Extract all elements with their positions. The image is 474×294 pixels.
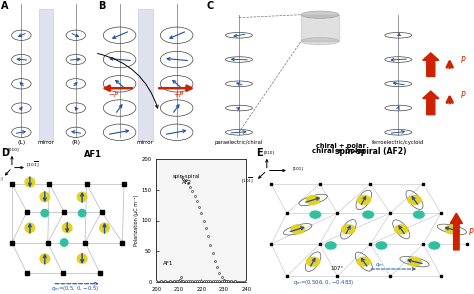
Text: B: B <box>98 1 106 11</box>
Text: mirror: mirror <box>137 140 154 145</box>
FancyBboxPatch shape <box>138 9 153 141</box>
Text: (L): (L) <box>17 140 26 145</box>
Circle shape <box>395 225 408 234</box>
FancyArrow shape <box>423 91 439 115</box>
Text: D: D <box>1 148 9 158</box>
Text: A: A <box>1 1 9 11</box>
Text: ferroelectric/cycloid: ferroelectric/cycloid <box>372 140 425 145</box>
FancyArrow shape <box>450 213 463 250</box>
Text: (R): (R) <box>71 140 80 145</box>
Circle shape <box>307 196 319 204</box>
Circle shape <box>41 209 48 217</box>
Text: [101]: [101] <box>0 176 3 180</box>
Y-axis label: Polarization (μC m⁻²): Polarization (μC m⁻²) <box>134 195 139 246</box>
Circle shape <box>78 209 86 217</box>
Circle shape <box>25 178 35 187</box>
Circle shape <box>429 242 439 249</box>
Text: $q_m$=(0.5, 0, −0.5): $q_m$=(0.5, 0, −0.5) <box>51 284 99 293</box>
Text: $P$: $P$ <box>460 54 467 65</box>
Text: chiral + polar: chiral + polar <box>312 148 366 154</box>
Circle shape <box>25 223 35 233</box>
Circle shape <box>63 223 72 233</box>
Circle shape <box>77 192 87 202</box>
Text: $P$: $P$ <box>468 226 474 237</box>
Circle shape <box>326 242 336 249</box>
Circle shape <box>307 257 319 266</box>
Text: [101]: [101] <box>292 166 303 170</box>
Circle shape <box>40 254 50 263</box>
Text: AF1: AF1 <box>83 150 101 159</box>
Text: $-P$: $-P$ <box>109 90 120 99</box>
Text: [10$\overline{1}$]: [10$\overline{1}$] <box>26 161 39 169</box>
Circle shape <box>363 211 374 218</box>
Circle shape <box>61 239 68 246</box>
Text: mirror: mirror <box>37 140 54 145</box>
Text: C: C <box>207 1 214 11</box>
Circle shape <box>310 211 320 218</box>
Circle shape <box>357 257 370 266</box>
Text: [010]: [010] <box>264 150 274 154</box>
Circle shape <box>357 196 370 204</box>
Circle shape <box>408 196 421 204</box>
Circle shape <box>446 225 458 234</box>
Circle shape <box>376 242 387 249</box>
Text: paraelectric/chiral: paraelectric/chiral <box>215 140 263 145</box>
Text: [010]: [010] <box>8 147 19 151</box>
Circle shape <box>291 225 304 234</box>
Ellipse shape <box>301 11 339 18</box>
Text: spin-spiral (AF2): spin-spiral (AF2) <box>335 147 406 156</box>
Text: 107°: 107° <box>331 266 344 271</box>
Text: $P$: $P$ <box>460 89 467 101</box>
FancyBboxPatch shape <box>39 9 54 141</box>
Text: $q_m$=(0.506, 0, −0.483): $q_m$=(0.506, 0, −0.483) <box>293 278 355 287</box>
Circle shape <box>342 225 355 234</box>
Circle shape <box>100 223 109 233</box>
Text: chiral + polar: chiral + polar <box>316 143 366 149</box>
Text: $q_m$: $q_m$ <box>375 261 383 269</box>
FancyArrow shape <box>423 53 439 76</box>
Ellipse shape <box>301 38 339 45</box>
Text: E: E <box>256 148 263 158</box>
Circle shape <box>408 257 421 266</box>
Circle shape <box>40 192 50 202</box>
Circle shape <box>414 211 424 218</box>
Circle shape <box>77 254 87 263</box>
Text: AF1: AF1 <box>163 261 173 266</box>
Text: $+P$: $+P$ <box>173 90 185 99</box>
Text: [10$\overline{1}$]: [10$\overline{1}$] <box>241 177 253 185</box>
Text: spin-spiral
AF2: spin-spiral AF2 <box>173 174 201 185</box>
